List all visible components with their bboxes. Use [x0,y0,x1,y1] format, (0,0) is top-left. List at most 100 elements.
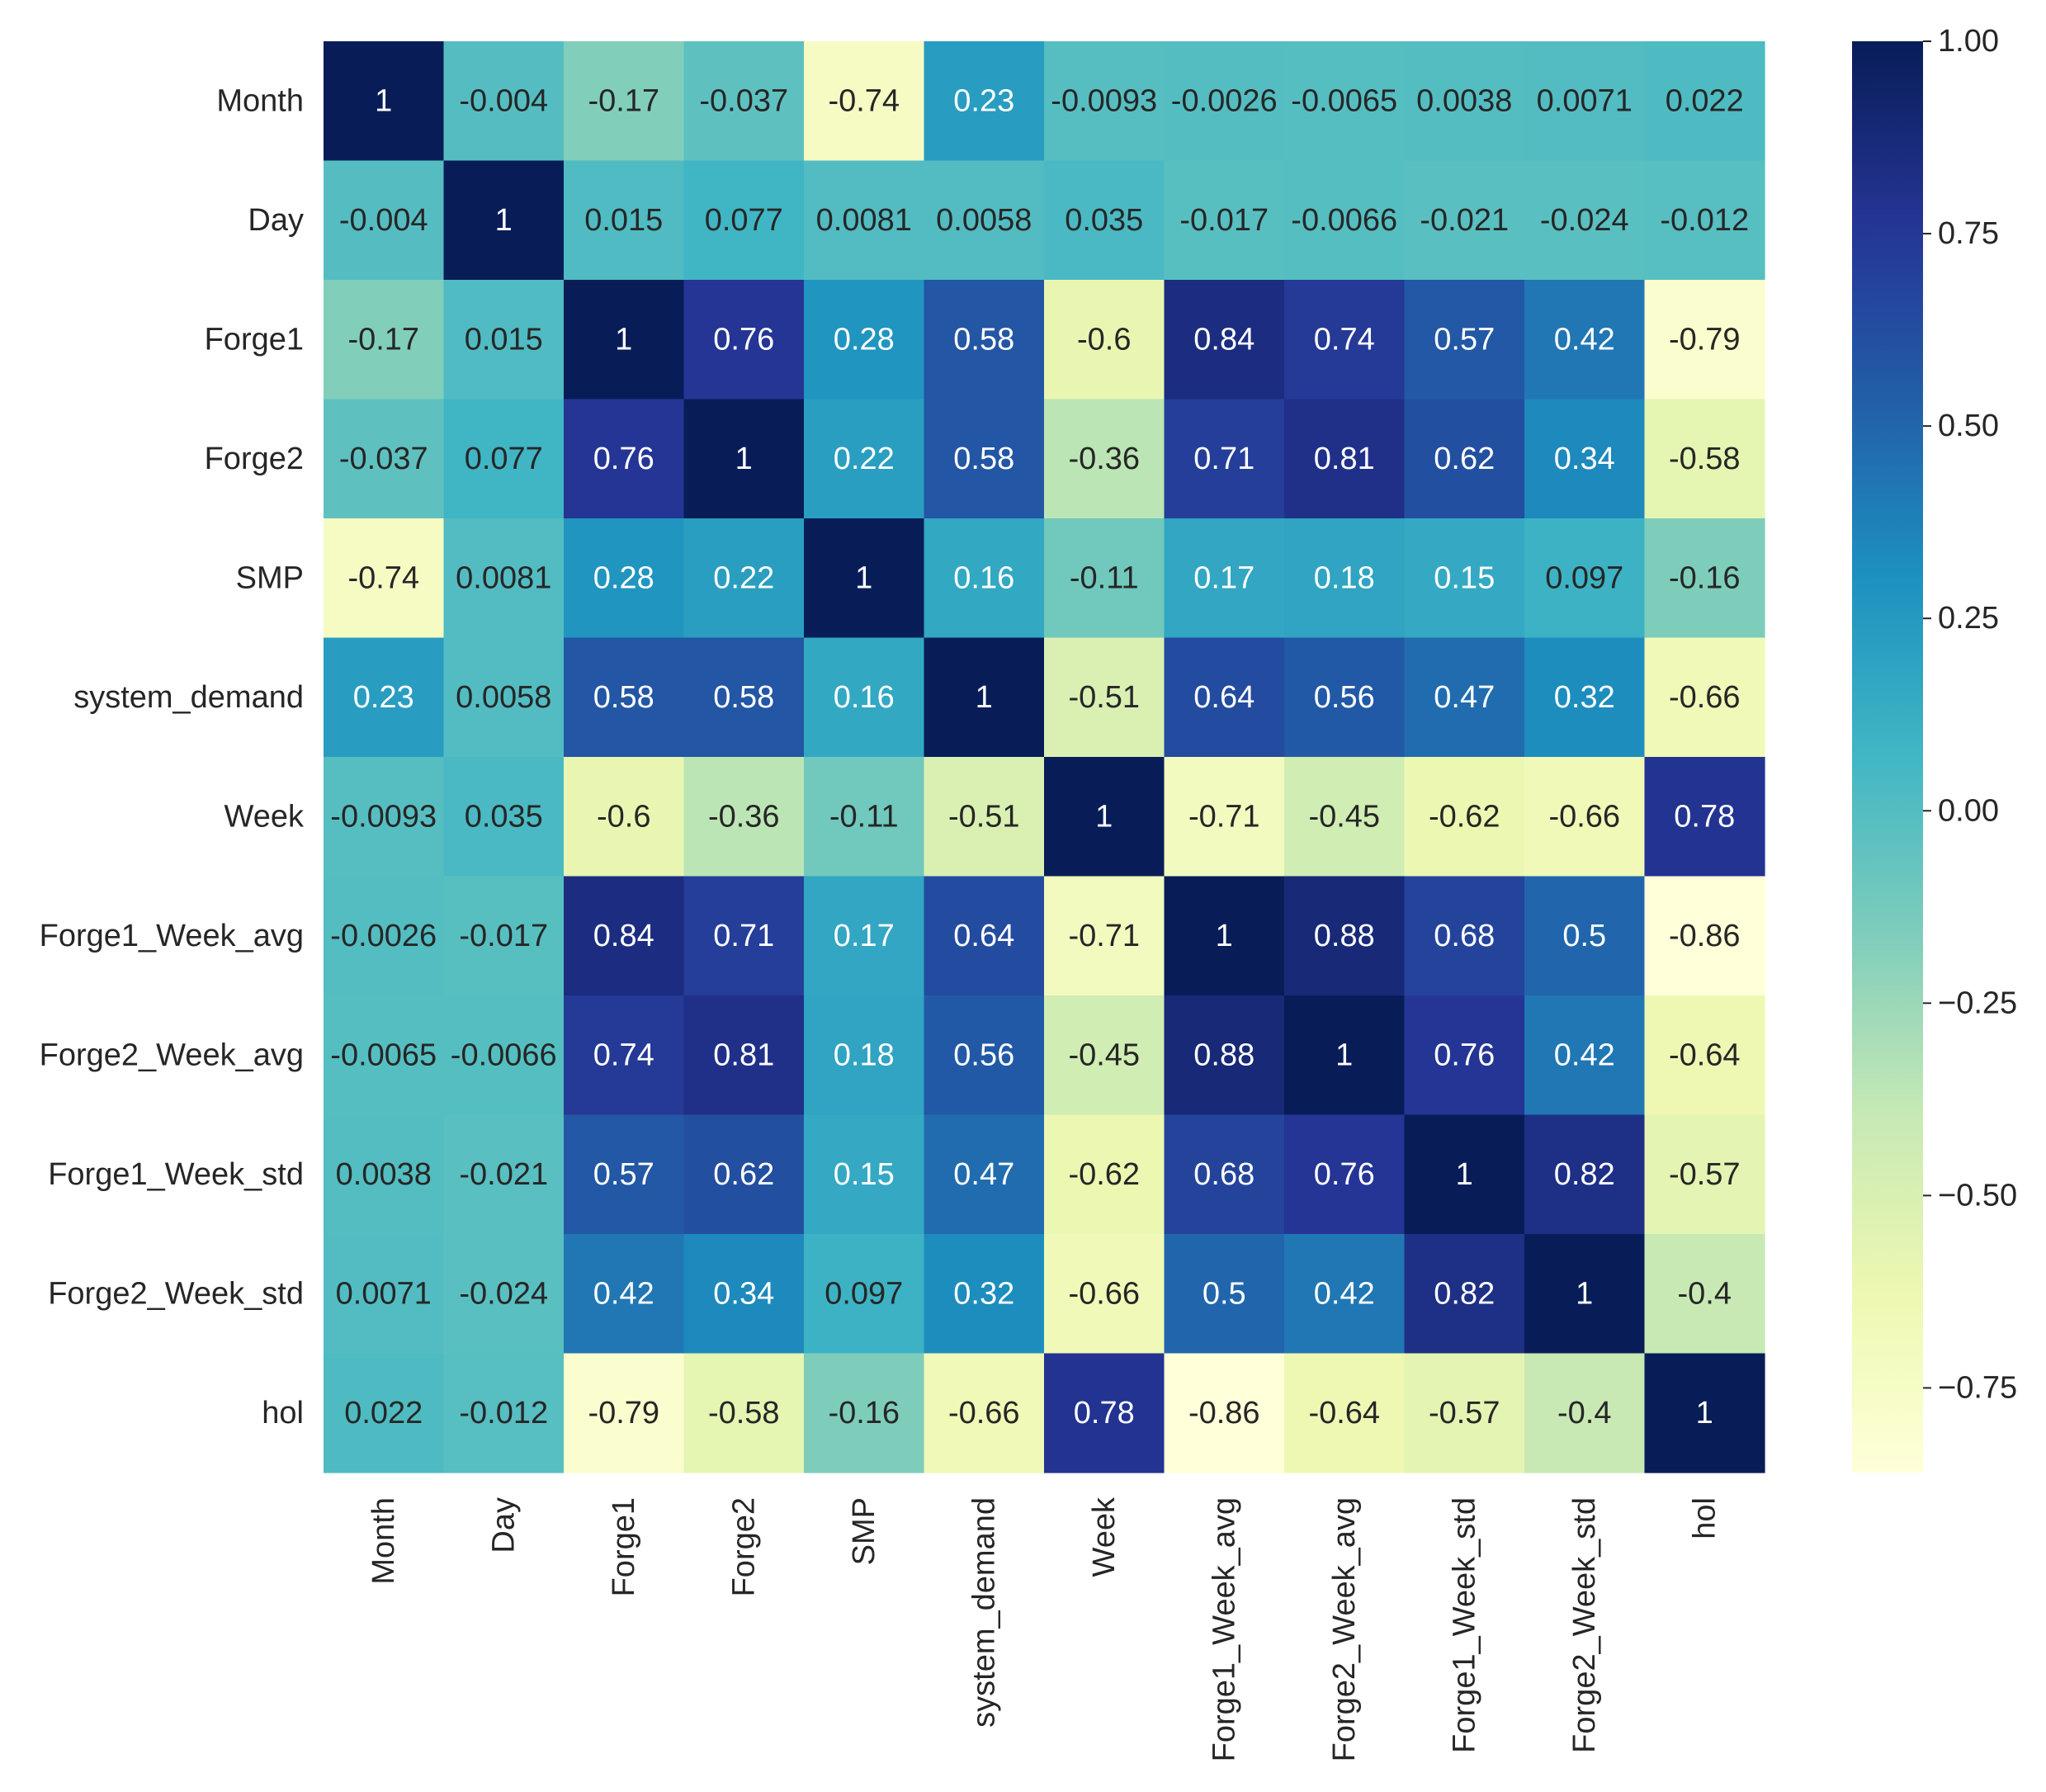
heatmap-cell-Forge1_Week_avg-hol [1644,876,1765,996]
heatmap-cell-Forge1-Forge1 [564,280,685,400]
cell-value-label: -0.66 [1669,680,1741,715]
cell-value-label: -0.74 [828,83,900,118]
x-tick-label-hol: hol [1687,1497,1722,1539]
heatmap-cell-SMP-Day [443,518,565,639]
cell-value-label: -0.58 [1669,442,1741,476]
heatmap-cell-Forge2_Week_std-system_demand [924,1234,1045,1355]
heatmap-cell-Forge2_Week_avg-Forge1 [564,995,685,1116]
heatmap-cell-Forge1_Week_std-SMP [804,1114,925,1235]
cell-value-label: -0.51 [1068,680,1140,715]
heatmap-cell-Forge1-Week [1044,280,1165,400]
heatmap-cell-Week-hol [1644,757,1765,877]
heatmap-cell-Forge2-Forge2_Week_avg [1284,399,1406,519]
cell-value-label: 0.077 [705,203,783,238]
heatmap-cell-Day-Week [1044,160,1165,281]
heatmap-cell-Month-Week [1044,41,1165,162]
cell-value-label: -0.64 [1308,1396,1380,1430]
heatmap-cell-Forge2_Week_std-SMP [804,1234,925,1355]
cell-value-label: -0.17 [588,83,659,118]
y-tick-label-Forge1_Week_std: Forge1_Week_std [48,1157,304,1192]
cell-value-label: -0.017 [1179,203,1269,238]
cell-value-label: 0.56 [1314,680,1375,715]
cell-value-label: -0.021 [459,1157,548,1192]
heatmap-cell-SMP-Month [324,518,445,639]
heatmap-cell-hol-system_demand [924,1353,1045,1473]
heatmap-cell-Month-SMP [804,41,925,162]
x-tick-label-Week: Week [1087,1496,1122,1577]
heatmap-cell-Forge1-hol [1644,280,1765,400]
cell-value-label: 0.035 [1065,203,1143,238]
heatmap-cell-SMP-system_demand [924,518,1045,639]
cell-value-label: 0.47 [1434,680,1495,715]
heatmap-cell-system_demand-Week [1044,637,1165,758]
heatmap-cell-system_demand-Month [324,637,445,758]
heatmap-cell-Forge1_Week_avg-Forge2_Week_avg [1284,876,1406,996]
heatmap-cell-system_demand-Forge2_Week_std [1524,637,1646,758]
cell-value-label: -0.024 [459,1276,548,1311]
cell-value-label: 0.5 [1203,1276,1246,1311]
cell-value-label: 0.015 [584,203,663,238]
cell-value-label: 0.88 [1193,1038,1255,1072]
heatmap-cell-Month-Forge1_Week_std [1404,41,1525,162]
heatmap-cell-Day-hol [1644,160,1765,281]
heatmap-cell-Forge2-Forge1 [564,399,685,519]
heatmap-cell-Day-Forge1 [564,160,685,281]
cell-value-label: 1 [735,442,753,476]
heatmap-cell-Forge2-SMP [804,399,925,519]
cell-value-label: 0.58 [953,442,1014,476]
heatmap-cell-Week-Forge1 [564,757,685,877]
heatmap-cell-Forge1_Week_std-Forge1 [564,1114,685,1235]
heatmap-cell-SMP-hol [1644,518,1765,639]
heatmap-cell-Forge1-Forge1_Week_std [1404,280,1525,400]
heatmap-cell-Day-Forge1_Week_std [1404,160,1525,281]
heatmap-cell-Forge2_Week_std-Forge1_Week_std [1404,1234,1525,1355]
heatmap-cell-hol-Forge2_Week_avg [1284,1353,1406,1473]
heatmap-cell-system_demand-hol [1644,637,1765,758]
y-tick-label-SMP: SMP [236,560,304,595]
cell-value-label: 0.077 [465,442,543,476]
heatmap-cell-Forge2_Week_std-Week [1044,1234,1165,1355]
cell-value-label: 0.16 [953,560,1014,595]
cell-value-label: -0.16 [828,1396,900,1430]
cell-value-label: 0.56 [953,1038,1014,1072]
cell-value-label: -0.6 [597,799,650,834]
heatmap-cell-Week-Forge2_Week_avg [1284,757,1406,877]
y-tick-label-Forge1: Forge1 [205,322,304,357]
heatmap-cell-Month-Forge2 [683,41,805,162]
heatmap-cell-Forge2-Forge2_Week_std [1524,399,1646,519]
cell-value-label: 0.15 [1434,560,1495,595]
heatmap-cell-Forge1-Month [324,280,445,400]
heatmap-cell-Forge2_Week_std-Forge2_Week_std [1524,1234,1646,1355]
heatmap-cell-Forge1_Week_std-Day [443,1114,565,1235]
cell-value-label: -0.0026 [1171,83,1278,118]
heatmap-cell-Day-Month [324,160,445,281]
heatmap-cell-Forge1_Week_avg-SMP [804,876,925,996]
heatmap-cell-Forge1_Week_avg-Forge1_Week_std [1404,876,1525,996]
cell-value-label: 0.022 [1666,83,1744,118]
cell-value-label: 0.58 [953,322,1014,357]
heatmap-cell-Forge1-SMP [804,280,925,400]
cell-value-label: 0.015 [465,322,543,357]
cell-value-label: 0.64 [1193,680,1255,715]
colorbar-tick-label: 0.75 [1938,216,1999,251]
cell-value-label: 0.0081 [456,560,551,595]
heatmap-cell-Forge1-Forge2 [683,280,805,400]
heatmap-cell-system_demand-SMP [804,637,925,758]
colorbar-tick-label: −0.75 [1938,1370,2017,1405]
cell-value-label: 0.15 [834,1157,895,1192]
colorbar-tick-label: 0.25 [1938,601,1999,636]
cell-value-label: 0.81 [1314,442,1375,476]
heatmap-cell-Forge2_Week_avg-system_demand [924,995,1045,1116]
cell-value-label: -0.45 [1308,799,1380,834]
heatmap-cell-Forge2_Week_std-hol [1644,1234,1765,1355]
heatmap-cell-system_demand-Forge2 [683,637,805,758]
heatmap-cell-Forge1_Week_std-Week [1044,1114,1165,1235]
heatmap-cell-Forge2_Week_avg-Forge1_Week_avg [1164,995,1285,1116]
cell-value-label: -0.004 [339,203,428,238]
cell-value-label: -0.0066 [1291,203,1397,238]
heatmap-cell-Day-system_demand [924,160,1045,281]
y-tick-label-Forge1_Week_avg: Forge1_Week_avg [40,919,304,953]
cell-value-label: 0.42 [593,1276,654,1311]
x-tick-label-Forge2: Forge2 [726,1497,761,1596]
heatmap-cell-Forge2_Week_avg-Forge2_Week_avg [1284,995,1406,1116]
